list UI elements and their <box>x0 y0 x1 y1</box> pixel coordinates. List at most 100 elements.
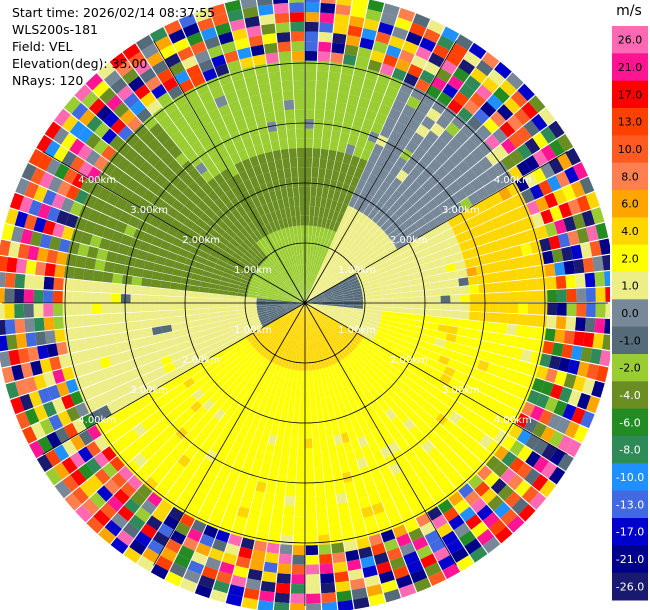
velocity-gate <box>319 315 328 323</box>
velocity-gate <box>222 216 234 228</box>
velocity-gate <box>263 402 273 414</box>
velocity-gate <box>208 108 222 122</box>
velocity-gate <box>274 375 282 386</box>
velocity-gate <box>308 274 311 285</box>
velocity-gate <box>208 293 219 299</box>
velocity-gate <box>458 83 476 99</box>
velocity-gate <box>136 107 152 123</box>
velocity-gate <box>312 225 317 236</box>
velocity-gate <box>325 494 337 506</box>
colorbar: m/s 26.021.017.013.010.08.06.04.02.01.00… <box>612 3 648 610</box>
velocity-gate <box>324 323 333 332</box>
velocity-gate <box>440 303 451 311</box>
velocity-gate <box>244 345 255 355</box>
velocity-gate <box>124 498 141 514</box>
velocity-gate <box>412 13 431 28</box>
velocity-gate <box>504 258 516 271</box>
velocity-gate <box>540 426 556 443</box>
colorbar-band <box>612 381 648 410</box>
velocity-gate <box>273 602 290 610</box>
velocity-gate <box>319 12 335 24</box>
velocity-gate <box>177 454 192 468</box>
velocity-gate <box>514 176 530 193</box>
velocity-gate <box>305 496 316 507</box>
velocity-gate <box>228 584 245 598</box>
velocity-gate <box>408 350 421 360</box>
velocity-gate <box>48 236 62 251</box>
velocity-gate <box>356 178 367 191</box>
velocity-gate <box>187 528 203 543</box>
velocity-gate <box>332 268 341 277</box>
velocity-gate <box>280 313 290 321</box>
velocity-gate <box>249 155 260 168</box>
velocity-gate <box>313 138 322 149</box>
velocity-gate <box>422 254 434 264</box>
velocity-gate <box>207 177 220 190</box>
velocity-gate <box>183 264 195 273</box>
velocity-gate <box>248 313 259 319</box>
velocity-gate <box>487 494 504 512</box>
velocity-gate <box>290 583 305 594</box>
velocity-gate <box>404 335 416 345</box>
velocity-gate <box>314 476 325 487</box>
velocity-gate <box>191 372 204 383</box>
velocity-gate <box>486 272 498 284</box>
velocity-gate <box>83 268 95 281</box>
colorbar-band <box>612 80 648 109</box>
velocity-gate <box>382 497 396 511</box>
velocity-gate <box>477 210 491 224</box>
velocity-gate <box>136 374 150 387</box>
velocity-gate <box>401 303 412 309</box>
velocity-gate <box>172 268 184 277</box>
velocity-gate <box>60 197 75 213</box>
velocity-gate <box>479 293 490 303</box>
velocity-gate <box>476 124 492 141</box>
velocity-gate <box>390 177 403 190</box>
velocity-gate <box>357 357 367 368</box>
velocity-gate <box>86 246 99 259</box>
velocity-gate <box>535 196 550 212</box>
velocity-gate <box>215 529 231 543</box>
velocity-gate <box>283 505 295 517</box>
velocity-gate <box>260 462 271 474</box>
velocity-gate <box>8 241 21 258</box>
velocity-gate <box>361 260 373 269</box>
range-ring-label: 3.00km <box>442 385 480 396</box>
velocity-gate <box>426 506 443 521</box>
velocity-gate <box>220 276 232 283</box>
velocity-gate <box>142 547 160 564</box>
velocity-gate <box>286 128 296 140</box>
colorbar-tick-label: -10.0 <box>616 471 644 484</box>
velocity-gate <box>297 235 302 246</box>
velocity-gate <box>486 385 500 400</box>
velocity-gate <box>368 593 386 607</box>
velocity-gate <box>353 348 363 358</box>
velocity-gate <box>314 466 324 478</box>
velocity-gate <box>391 99 406 113</box>
velocity-gate <box>72 291 83 303</box>
velocity-gate <box>322 289 332 296</box>
velocity-gate <box>149 378 163 391</box>
velocity-gate <box>389 277 400 285</box>
velocity-gate <box>239 466 252 479</box>
velocity-gate <box>309 206 315 217</box>
velocity-gate <box>269 329 278 338</box>
velocity-gate <box>123 265 135 276</box>
velocity-gate <box>497 313 509 324</box>
velocity-gate <box>348 376 358 387</box>
velocity-gate <box>294 99 305 110</box>
velocity-gate <box>540 144 557 162</box>
velocity-gate <box>357 190 368 203</box>
velocity-gate <box>297 296 305 303</box>
velocity-gate <box>305 438 313 449</box>
velocity-gate <box>178 490 194 505</box>
velocity-gate <box>305 477 315 488</box>
velocity-gate <box>434 258 446 268</box>
velocity-gate <box>39 358 53 374</box>
velocity-gate <box>335 443 346 455</box>
velocity-gate <box>162 381 175 393</box>
velocity-gate <box>266 299 277 302</box>
velocity-gate <box>430 288 441 296</box>
velocity-gate <box>305 167 312 178</box>
velocity-gate <box>318 316 326 325</box>
